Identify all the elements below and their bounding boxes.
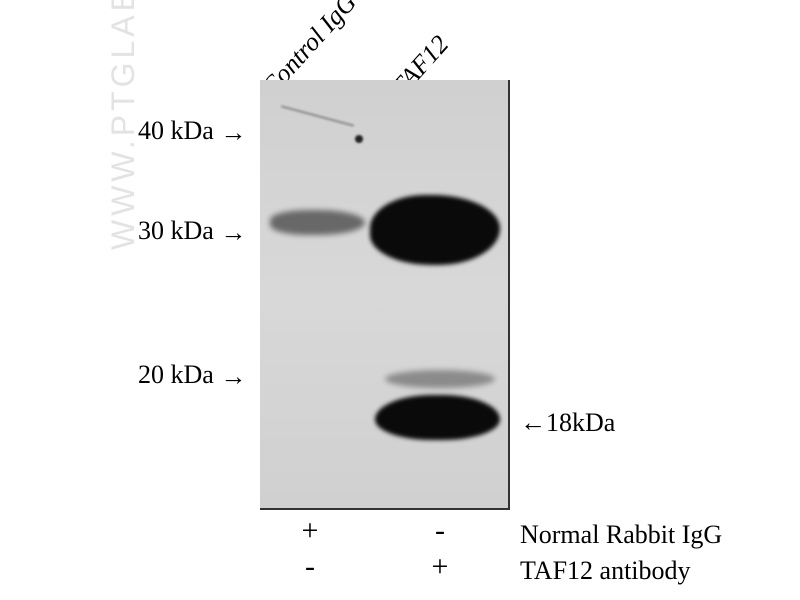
condition-1-lane-2: - <box>420 514 460 548</box>
target-band-label: ←18kDa <box>520 408 615 438</box>
band-taf12-20kda-faint <box>385 370 495 388</box>
condition-1-lane-1: + <box>290 514 330 548</box>
mw-marker-20: 20 kDa → <box>138 360 246 392</box>
band-control-lane-30kda <box>270 210 365 235</box>
condition-2-lane-2: + <box>420 550 460 584</box>
mw-marker-30-text: 30 kDa <box>138 216 214 245</box>
mw-marker-20-text: 20 kDa <box>138 360 214 389</box>
condition-2-lane-1: - <box>290 550 330 584</box>
condition-1-label: Normal Rabbit IgG <box>520 520 722 550</box>
arrow-icon: ← <box>520 408 546 438</box>
arrow-icon: → <box>220 118 246 148</box>
arrow-icon: → <box>220 218 246 248</box>
artifact-speck <box>355 135 363 143</box>
mw-marker-30: 30 kDa → <box>138 216 246 248</box>
arrow-icon: → <box>220 362 246 392</box>
mw-marker-40-text: 40 kDa <box>138 116 214 145</box>
blot-membrane <box>260 80 508 508</box>
mw-marker-40: 40 kDa → <box>138 116 246 148</box>
figure-container: WWW.PTGLAB.COM Control IgG TAF12 40 kDa … <box>0 0 800 600</box>
artifact-line <box>281 105 354 126</box>
watermark-text: WWW.PTGLAB.COM <box>105 0 142 250</box>
condition-2-label: TAF12 antibody <box>520 556 691 586</box>
target-band-text: 18kDa <box>546 408 615 437</box>
blot-image <box>260 80 510 510</box>
band-taf12-18kda <box>375 395 500 440</box>
band-taf12-30kda <box>370 195 500 265</box>
